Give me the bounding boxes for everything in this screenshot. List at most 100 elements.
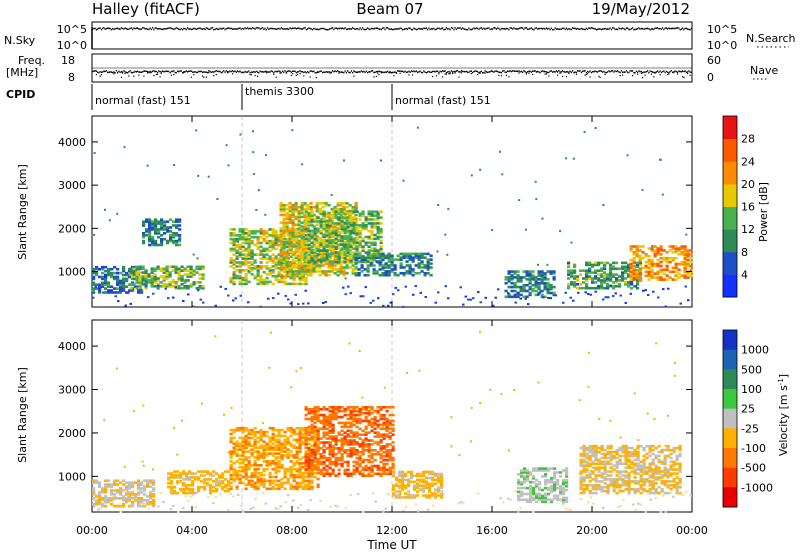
- echo-cell: [244, 466, 248, 469]
- isolated-echo: [301, 163, 304, 166]
- colorbar-tick-label: 20: [741, 178, 755, 191]
- echo-cell: [191, 476, 195, 479]
- echo-cell: [132, 275, 136, 278]
- echo-cell: [337, 253, 341, 256]
- echo-cell: [325, 433, 329, 436]
- echo-cell: [307, 212, 311, 215]
- nsky-point: [122, 27, 124, 30]
- echo-cell: [294, 207, 298, 211]
- power-heatmap: [92, 116, 693, 308]
- echo-cell: [426, 272, 430, 275]
- echo-cell: [307, 214, 311, 217]
- echo-cell: [327, 252, 331, 256]
- echo-cell: [513, 293, 517, 297]
- echo-cell: [229, 454, 233, 457]
- echo-cell: [322, 443, 326, 446]
- ground-scatter-cell: [569, 296, 572, 299]
- echo-cell: [328, 257, 332, 260]
- echo-cell: [170, 482, 174, 485]
- echo-cell: [312, 270, 316, 273]
- echo-cell: [507, 285, 511, 289]
- echo-cell: [301, 247, 305, 251]
- nsky-point: [612, 27, 614, 29]
- ground-scatter-cell: [609, 284, 612, 287]
- freq-point: [262, 71, 264, 73]
- echo-cell: [322, 261, 326, 264]
- echo-cell: [307, 464, 311, 468]
- freq-point: [639, 70, 641, 73]
- echo-cell: [165, 277, 169, 280]
- echo-cell: [144, 286, 148, 290]
- echo-cell: [325, 427, 329, 431]
- echo-cell: [322, 427, 326, 431]
- echo-cell: [328, 445, 332, 448]
- echo-cell: [212, 474, 216, 477]
- echo-cell: [349, 251, 353, 254]
- echo-cell: [319, 456, 323, 460]
- echo-cell: [304, 462, 308, 466]
- echo-cell: [650, 276, 654, 279]
- echo-cell: [288, 246, 292, 250]
- echo-cell: [113, 493, 117, 496]
- echo-cell: [328, 239, 332, 243]
- echo-cell: [310, 472, 314, 476]
- echo-cell: [363, 256, 367, 259]
- ground-scatter-cell: [547, 297, 550, 299]
- echo-cell: [232, 263, 236, 266]
- nsky-point: [392, 28, 394, 31]
- echo-cell: [92, 291, 96, 294]
- echo-cell: [203, 482, 207, 485]
- echo-cell: [650, 258, 654, 262]
- echo-cell: [188, 472, 192, 475]
- nsky-point: [402, 28, 404, 31]
- echo-cell: [650, 264, 654, 268]
- echo-cell: [235, 251, 239, 255]
- nsky-point: [649, 29, 651, 31]
- echo-cell: [286, 234, 290, 237]
- echo-cell: [262, 278, 266, 282]
- freq-point: [602, 71, 604, 73]
- nsky-point: [513, 27, 515, 29]
- echo-cell: [244, 450, 248, 453]
- echo-cell: [143, 504, 147, 508]
- echo-cell: [513, 281, 517, 285]
- echo-cell: [519, 285, 523, 289]
- echo-cell: [259, 479, 263, 483]
- echo-cell: [612, 261, 616, 265]
- echo-cell: [241, 282, 245, 286]
- nsky-point: [254, 28, 256, 30]
- echo-cell: [235, 426, 239, 430]
- y-tick-label: 2000: [58, 222, 86, 235]
- echo-cell: [229, 237, 233, 241]
- echo-cell: [316, 452, 320, 455]
- echo-cell: [253, 253, 257, 256]
- echo-cell: [319, 222, 323, 225]
- freq-point: [524, 70, 526, 73]
- nsky-point: [438, 27, 440, 29]
- echo-cell: [325, 226, 329, 229]
- nsky-point: [275, 28, 277, 30]
- nsky-point: [505, 27, 507, 30]
- echo-cell: [297, 258, 301, 261]
- echo-cell: [131, 281, 135, 285]
- freq-point: [625, 70, 627, 72]
- echo-cell: [256, 456, 260, 459]
- echo-cell: [510, 285, 514, 289]
- echo-cell: [597, 263, 601, 267]
- echo-cell: [292, 428, 296, 432]
- echo-cell: [262, 440, 266, 444]
- echo-cell: [399, 256, 403, 259]
- nsky-point: [277, 28, 279, 30]
- freq-point: [159, 71, 161, 73]
- nsky-point: [383, 27, 385, 29]
- echo-cell: [188, 489, 192, 493]
- echo-cell: [98, 499, 102, 502]
- echo-cell: [92, 267, 96, 271]
- freq-point: [402, 70, 404, 73]
- nsky-point: [368, 28, 370, 30]
- echo-cell: [585, 279, 589, 282]
- nsky-point: [373, 28, 375, 30]
- ground-scatter-cell: [602, 298, 605, 301]
- freq-point: [225, 70, 227, 72]
- ground-scatter-cell: [542, 296, 545, 299]
